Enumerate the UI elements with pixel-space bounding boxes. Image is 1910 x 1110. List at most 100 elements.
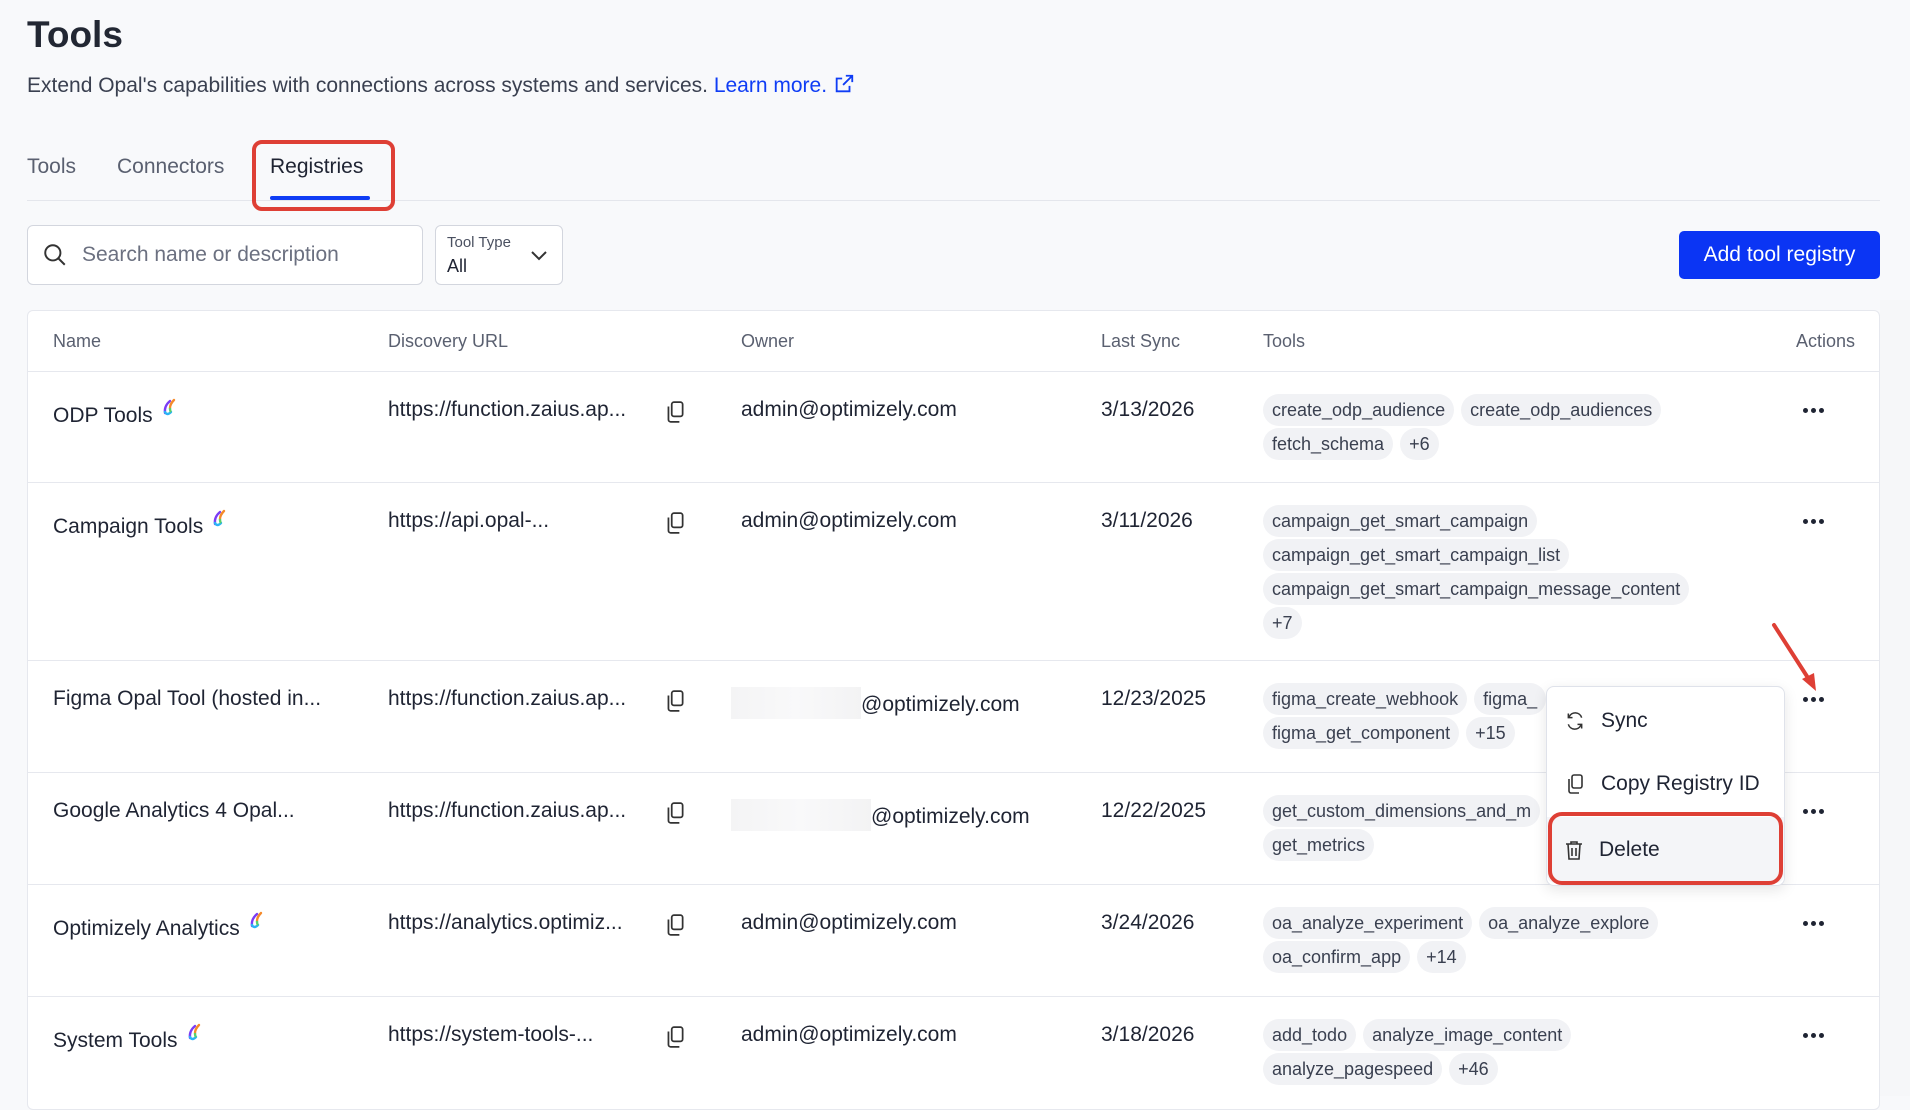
- tool-tag: +6: [1400, 428, 1439, 460]
- dot: [1811, 1033, 1816, 1038]
- copy-icon[interactable]: [664, 1025, 686, 1049]
- col-last-sync[interactable]: Last Sync: [1101, 331, 1181, 351]
- last-sync: 3/13/2026: [1101, 398, 1195, 421]
- tools-tags: campaign_get_smart_campaign campaign_get_…: [1263, 505, 1733, 640]
- owner-text: @optimizely.com: [871, 805, 1030, 828]
- tab-registries[interactable]: Registries: [270, 155, 364, 178]
- red-arrow-annotation: [1772, 623, 1816, 691]
- tool-tag: get_metrics: [1263, 829, 1375, 861]
- copy-icon[interactable]: [664, 689, 686, 713]
- dot: [1803, 697, 1808, 702]
- registry-name-text: Figma Opal Tool (hosted in...: [53, 687, 322, 710]
- active-tab-indicator: [270, 196, 370, 200]
- table-header: Name Discovery URL Owner Last Sync Tools…: [28, 311, 1879, 372]
- table-row[interactable]: System Tools https://system-tools-... ad…: [28, 997, 1879, 1109]
- more-actions-button[interactable]: [1803, 408, 1824, 413]
- menu-item-copy-registry-id[interactable]: Copy Registry ID: [1547, 756, 1784, 812]
- col-actions: Actions: [1795, 331, 1855, 351]
- tool-tag: figma_create_webhook: [1263, 683, 1468, 715]
- search-field[interactable]: [27, 225, 423, 285]
- tool-tag: figma_: [1474, 683, 1547, 715]
- dot: [1803, 921, 1808, 926]
- tool-type-dropdown[interactable]: Tool Type All: [435, 225, 563, 285]
- copy-icon[interactable]: [664, 400, 686, 424]
- more-actions-button[interactable]: [1803, 809, 1824, 814]
- dot: [1803, 408, 1808, 413]
- tool-tag: oa_confirm_app: [1263, 941, 1411, 973]
- menu-item-sync[interactable]: Sync: [1547, 693, 1784, 749]
- opal-logo-icon: [161, 398, 177, 424]
- row-actions-menu: Sync Copy Registry ID Delete: [1546, 686, 1785, 886]
- dot: [1819, 921, 1824, 926]
- tools-tags: create_odp_audience create_odp_audiences f…: [1263, 394, 1733, 461]
- table-row[interactable]: Figma Opal Tool (hosted in... https://fu…: [28, 661, 1879, 773]
- dot: [1811, 519, 1816, 524]
- sync-icon: [1567, 712, 1583, 730]
- tab-connectors[interactable]: Connectors: [117, 155, 225, 178]
- owner-text: admin@optimizely.com: [741, 509, 957, 532]
- table-row[interactable]: Optimizely Analytics https://analytics.o…: [28, 885, 1879, 997]
- page-title: Tools: [27, 14, 123, 55]
- registry-name[interactable]: Campaign Tools: [53, 509, 227, 539]
- table-row[interactable]: Campaign Tools https://api.opal-... admi…: [28, 483, 1879, 661]
- tool-tag: add_todo: [1263, 1019, 1357, 1051]
- menu-item-label: Copy Registry ID: [1601, 772, 1760, 795]
- tools-tags: oa_analyze_experiment oa_analyze_explore o…: [1263, 907, 1733, 974]
- owner: admin@optimizely.com: [741, 911, 957, 935]
- table-row[interactable]: ODP Tools https://function.zaius.ap... a…: [28, 372, 1879, 483]
- registry-name[interactable]: ODP Tools: [53, 398, 177, 428]
- col-name[interactable]: Name: [53, 331, 102, 351]
- registry-name[interactable]: Google Analytics 4 Opal...: [53, 799, 295, 823]
- more-actions-button[interactable]: [1803, 921, 1824, 926]
- last-sync: 3/24/2026: [1101, 911, 1195, 934]
- copy-icon[interactable]: [664, 511, 686, 535]
- dot: [1811, 921, 1816, 926]
- dot: [1811, 809, 1816, 814]
- copy-icon[interactable]: [664, 913, 686, 937]
- more-actions-button[interactable]: [1803, 697, 1824, 702]
- menu-item-delete[interactable]: Delete: [1547, 817, 1784, 883]
- tool-tag: campaign_get_smart_campaign: [1263, 505, 1538, 537]
- add-tool-registry-button[interactable]: Add tool registry: [1679, 231, 1880, 279]
- learn-more-link[interactable]: Learn more.: [714, 74, 855, 97]
- menu-item-label: Delete: [1599, 838, 1660, 861]
- tool-tag: get_custom_dimensions_and_m: [1263, 795, 1541, 827]
- registry-name[interactable]: System Tools: [53, 1023, 202, 1053]
- tab-tools[interactable]: Tools: [27, 155, 77, 178]
- tool-tag: fetch_schema: [1263, 428, 1394, 460]
- last-sync: 3/11/2026: [1101, 509, 1193, 532]
- registry-name-text: System Tools: [53, 1029, 178, 1052]
- dot: [1819, 1033, 1824, 1038]
- tool-tag: oa_analyze_explore: [1479, 907, 1659, 939]
- owner-text: admin@optimizely.com: [741, 1023, 957, 1046]
- more-actions-button[interactable]: [1803, 1033, 1824, 1038]
- owner-text: @optimizely.com: [861, 693, 1020, 716]
- owner: admin@optimizely.com: [741, 398, 957, 422]
- owner: @optimizely.com: [731, 799, 1030, 831]
- tools-tags: figma_create_webhook figma_ figma_get_comp…: [1263, 683, 1733, 750]
- col-tools: Tools: [1263, 331, 1306, 351]
- opal-logo-icon: [211, 509, 227, 535]
- tool-tag: +46: [1449, 1053, 1498, 1085]
- dot: [1819, 697, 1824, 702]
- last-sync: 12/23/2025: [1101, 687, 1207, 710]
- chevron-down-icon: [531, 251, 547, 261]
- col-discovery-url[interactable]: Discovery URL: [388, 331, 509, 351]
- registries-table: Name Discovery URL Owner Last Sync Tools…: [27, 310, 1880, 1110]
- copy-icon[interactable]: [664, 801, 686, 825]
- dot: [1803, 519, 1808, 524]
- tool-tag: figma_get_component: [1263, 717, 1460, 749]
- copy-icon: [1568, 774, 1583, 794]
- page-subtitle: Extend Opal's capabilities with connecti…: [27, 73, 855, 98]
- tool-tag: create_odp_audiences: [1461, 394, 1662, 426]
- registry-name-text: Campaign Tools: [53, 515, 204, 538]
- registry-name[interactable]: Optimizely Analytics: [53, 911, 264, 941]
- more-actions-button[interactable]: [1803, 519, 1824, 524]
- discovery-url: https://analytics.optimiz...: [388, 911, 623, 934]
- registry-name[interactable]: Figma Opal Tool (hosted in...: [53, 687, 321, 711]
- col-owner[interactable]: Owner: [741, 331, 795, 351]
- search-input[interactable]: [82, 243, 402, 267]
- dot: [1811, 408, 1816, 413]
- owner: @optimizely.com: [731, 687, 1020, 719]
- discovery-url: https://system-tools-...: [388, 1023, 594, 1046]
